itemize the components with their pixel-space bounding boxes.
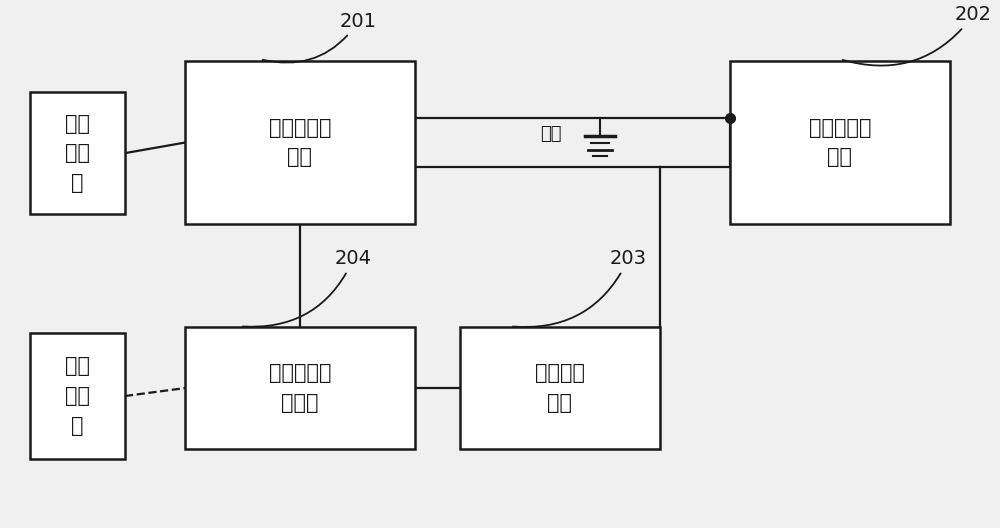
Text: 无线
充电
器: 无线 充电 器 [65,356,90,436]
Text: 辅电源管理
芯片: 辅电源管理 芯片 [809,118,871,167]
Bar [460,327,660,449]
Bar [30,333,125,459]
Text: 异类并充
开关: 异类并充 开关 [535,363,585,413]
Text: 主电源管理
芯片: 主电源管理 芯片 [269,118,331,167]
Text: 202: 202 [843,5,992,65]
Text: 无线充电接
收芯片: 无线充电接 收芯片 [269,363,331,413]
Bar [185,61,415,224]
Text: 204: 204 [243,249,372,327]
Bar [730,61,950,224]
Text: 电池: 电池 [540,125,562,143]
Text: 201: 201 [263,12,377,63]
Bar [185,327,415,449]
Bar [30,92,125,214]
Text: 有线
充电
器: 有线 充电 器 [65,114,90,193]
Text: 203: 203 [513,249,647,327]
